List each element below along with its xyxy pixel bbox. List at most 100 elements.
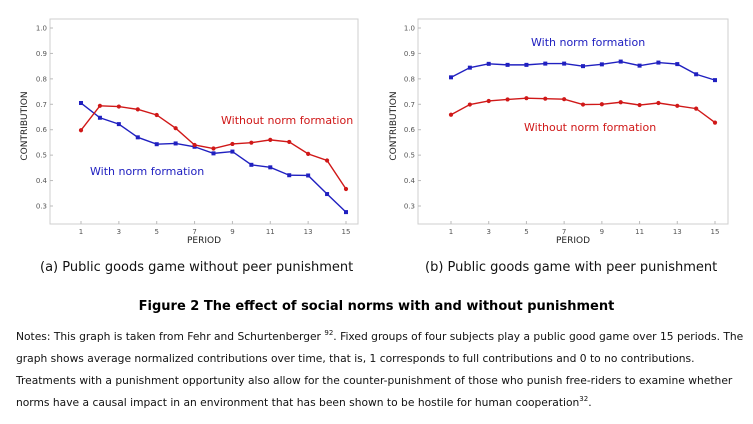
y-tick-label: 0.9: [36, 50, 47, 58]
series-label: With norm formation: [531, 36, 645, 49]
data-point: [135, 107, 140, 112]
data-point: [448, 112, 454, 117]
y-tick-label: 0.6: [36, 126, 48, 134]
data-point: [637, 63, 642, 68]
x-tick-label: 5: [524, 228, 528, 236]
data-point: [467, 65, 472, 70]
data-point: [249, 140, 254, 145]
data-point: [211, 146, 216, 151]
data-point: [306, 173, 311, 178]
y-tick-label: 1.0: [36, 25, 47, 33]
data-point: [173, 141, 178, 146]
y-tick-label: 1.0: [404, 25, 415, 33]
data-point: [524, 62, 529, 67]
y-tick-label: 0.5: [404, 152, 415, 160]
data-point: [135, 135, 140, 140]
data-point: [637, 102, 642, 108]
x-tick-label: 13: [304, 228, 313, 236]
data-point: [543, 96, 548, 101]
x-tick-label: 15: [711, 228, 720, 236]
data-point: [580, 102, 586, 107]
figure-charts: 0.30.40.50.60.70.80.91.01 3 5 7 9 11 13 15PERIO…: [20, 18, 729, 246]
y-tick-label: 0.9: [404, 50, 415, 58]
figure-title: Figure 2 The effect of social norms with…: [138, 299, 615, 314]
data-point: [524, 96, 529, 101]
data-point: [154, 142, 159, 147]
data-point: [325, 192, 330, 197]
x-tick-label: 1: [79, 228, 83, 236]
data-point: [599, 62, 604, 67]
data-point: [154, 112, 159, 118]
y-tick-label: 0.4: [404, 177, 416, 185]
notes-line-3: Treatments with a punishment opportunity…: [16, 374, 733, 387]
x-tick-label: 1: [449, 228, 453, 236]
y-axis-title: CONTRIBUTION: [389, 91, 399, 160]
y-tick-label: 0.6: [404, 126, 416, 134]
series-label: Without norm formation: [524, 121, 656, 134]
x-tick-label: 3: [117, 228, 121, 236]
data-point: [230, 149, 235, 154]
x-tick-label: 7: [562, 228, 566, 236]
data-point: [712, 120, 718, 125]
x-tick-label: 7: [192, 228, 196, 236]
data-point: [116, 104, 121, 109]
data-point: [343, 186, 349, 192]
x-tick-label: 5: [154, 228, 158, 236]
y-tick-label: 0.7: [36, 101, 47, 109]
y-axis-title: CONTRIBUTION: [20, 91, 30, 160]
data-point: [694, 72, 699, 77]
data-point: [249, 162, 254, 167]
y-tick-label: 0.4: [36, 177, 48, 185]
x-tick-label: 9: [600, 228, 604, 236]
data-point: [306, 151, 311, 156]
data-point: [78, 128, 84, 133]
y-tick-label: 0.7: [404, 101, 415, 109]
data-point: [505, 97, 510, 102]
x-tick-label: 9: [230, 228, 234, 236]
y-tick-label: 0.8: [36, 75, 47, 83]
data-point: [344, 210, 348, 215]
data-point: [656, 60, 661, 65]
data-point: [694, 106, 699, 111]
notes-line-1: Notes: This graph is taken from Fehr and…: [16, 329, 744, 344]
data-point: [324, 158, 330, 163]
notes-line-4: norms have a causal impact in an environ…: [16, 395, 592, 410]
data-point: [562, 97, 567, 102]
x-tick-label: 11: [266, 228, 275, 236]
plot-frame: [49, 18, 359, 225]
x-tick-label: 11: [635, 228, 644, 236]
data-point: [211, 151, 216, 156]
data-point: [675, 103, 680, 108]
reference-32: 32: [579, 395, 589, 403]
panel-b-chart: 0.30.40.50.60.70.80.91.01 3 5 7 9 11 13 15PERIO…: [389, 18, 729, 246]
data-point: [486, 98, 491, 104]
data-point: [656, 100, 661, 106]
data-point: [268, 165, 273, 170]
data-point: [562, 61, 567, 66]
notes-line-2: graph shows average normalized contribut…: [16, 352, 695, 365]
y-tick-label: 0.8: [404, 75, 415, 83]
x-tick-label: 15: [342, 228, 351, 236]
figure-notes: Notes: This graph is taken from Fehr and…: [16, 326, 744, 414]
panel-b-caption: (b) Public goods game with peer punishme…: [425, 260, 718, 275]
panel-a-caption: (a) Public goods game without peer punis…: [40, 260, 354, 275]
reference-92: 92: [324, 329, 334, 337]
data-point: [543, 61, 548, 66]
data-point: [675, 62, 680, 67]
panel-a-chart: 0.30.40.50.60.70.80.91.01 3 5 7 9 11 13 15PERIO…: [20, 18, 359, 246]
data-point: [618, 100, 623, 105]
data-point: [116, 122, 121, 127]
y-tick-label: 0.5: [36, 152, 47, 160]
series-label: Without norm formation: [221, 114, 353, 127]
x-axis-title: PERIOD: [556, 236, 590, 246]
data-point: [618, 59, 623, 64]
data-point: [268, 137, 273, 142]
data-point: [79, 101, 83, 106]
series-label: With norm formation: [90, 165, 204, 178]
data-point: [581, 64, 585, 69]
x-tick-label: 3: [486, 228, 490, 236]
data-point: [97, 115, 102, 120]
y-tick-label: 0.3: [36, 203, 47, 211]
data-point: [599, 102, 604, 107]
x-axis-title: PERIOD: [187, 236, 221, 246]
